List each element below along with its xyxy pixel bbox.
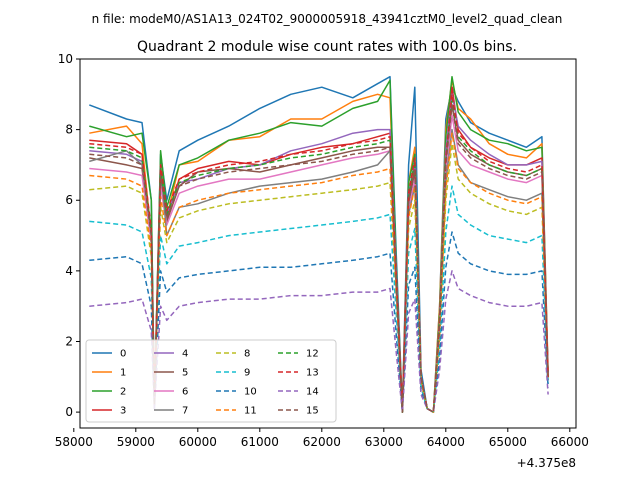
x-tick-label: 60000 — [179, 435, 217, 449]
x-tick-label: 65000 — [489, 435, 527, 449]
y-tick-label: 10 — [58, 52, 73, 66]
figure-title: n file: modeM0/AS1A13_024T02_9000005918_… — [92, 12, 563, 26]
legend-label-8: 8 — [244, 349, 250, 360]
legend-label-2: 2 — [120, 387, 126, 398]
x-tick-label: 58000 — [55, 435, 93, 449]
legend-label-6: 6 — [182, 387, 188, 398]
x-tick-label: 64000 — [427, 435, 465, 449]
x-tick-label: 66000 — [551, 435, 589, 449]
legend-label-3: 3 — [120, 406, 126, 417]
y-tick-label: 0 — [65, 405, 73, 419]
series-line-13 — [89, 93, 549, 413]
y-tick-label: 4 — [65, 264, 73, 278]
legend-label-1: 1 — [120, 368, 126, 379]
x-tick-label: 63000 — [365, 435, 403, 449]
legend-label-0: 0 — [120, 349, 126, 360]
legend-label-12: 12 — [306, 349, 319, 360]
plot-frame — [79, 58, 577, 429]
axis-ticks: 58000 59000 60000 61000 62000 63000 64000 65000… — [55, 52, 589, 449]
legend-label-5: 5 — [182, 368, 188, 379]
legend-label-14: 14 — [306, 387, 319, 398]
x-tick-label: 62000 — [303, 435, 341, 449]
y-tick-label: 6 — [65, 193, 73, 207]
legend-box — [85, 339, 337, 423]
legend-label-11: 11 — [244, 406, 257, 417]
y-tick-label: 2 — [65, 334, 73, 348]
series-line-9 — [89, 185, 549, 413]
legend-label-13: 13 — [306, 368, 319, 379]
chart-subtitle: Quadrant 2 module wise count rates with … — [137, 39, 517, 55]
legend-label-9: 9 — [244, 368, 250, 379]
series-line-14 — [89, 270, 549, 413]
legend-label-10: 10 — [244, 387, 257, 398]
series-line-10 — [89, 231, 549, 413]
x-tick-label: 61000 — [241, 435, 279, 449]
x-tick-label: 59000 — [117, 435, 155, 449]
y-tick-label: 8 — [65, 123, 73, 137]
series-line-15 — [89, 104, 549, 413]
legend-label-7: 7 — [182, 406, 188, 417]
series-group — [89, 75, 549, 413]
legend-label-4: 4 — [182, 349, 188, 360]
legend-label-15: 15 — [306, 406, 319, 417]
x-offset-label: +4.375e8 — [517, 456, 576, 470]
